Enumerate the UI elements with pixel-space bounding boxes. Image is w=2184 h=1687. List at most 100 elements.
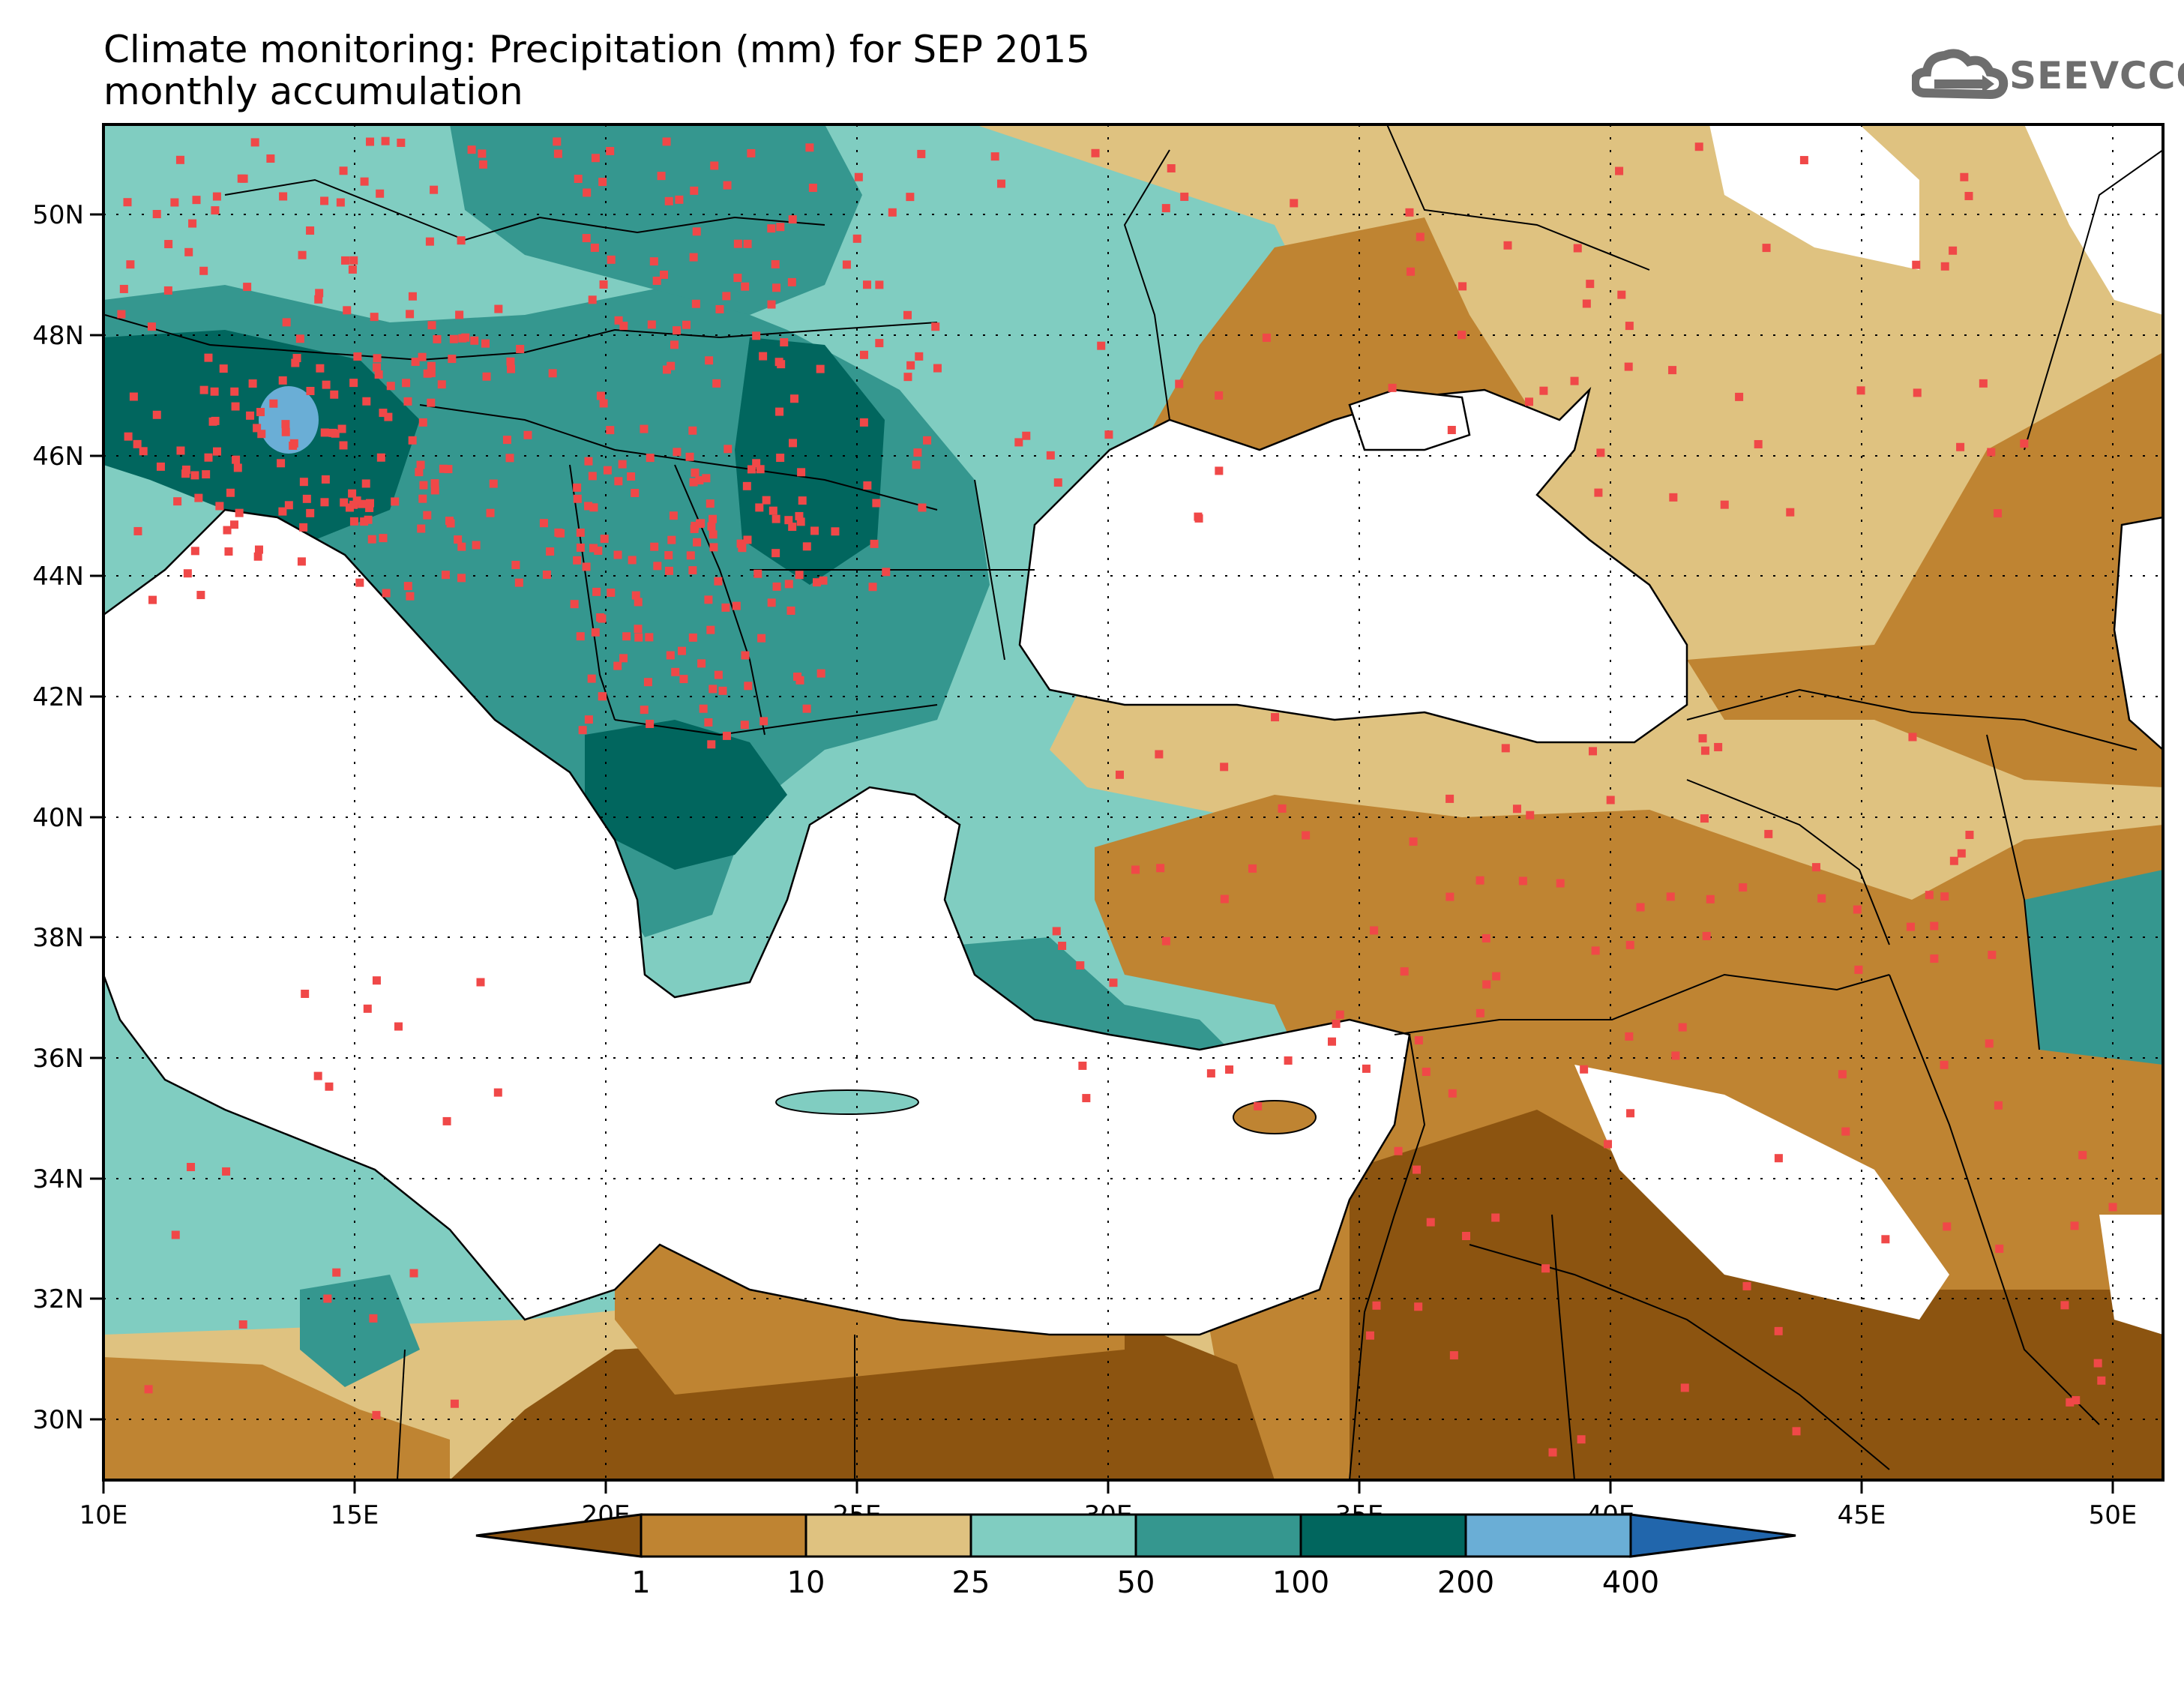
station-marker <box>478 160 487 169</box>
station-marker <box>592 587 601 596</box>
station-marker <box>574 174 583 183</box>
station-marker <box>320 196 329 205</box>
station-marker <box>704 595 713 604</box>
station-marker <box>697 519 706 528</box>
station-marker <box>603 466 612 475</box>
station-marker <box>859 418 868 427</box>
station-marker <box>664 551 673 560</box>
y-tick-label: 46N <box>32 442 84 472</box>
station-marker <box>1284 1056 1293 1065</box>
very-wet-region-macedonia <box>585 720 787 870</box>
station-marker <box>2078 1151 2087 1160</box>
station-marker <box>736 539 745 548</box>
station-marker <box>777 360 786 369</box>
station-marker <box>425 237 434 246</box>
station-marker <box>771 514 780 523</box>
station-marker <box>1109 978 1118 987</box>
station-marker <box>379 409 388 418</box>
station-marker <box>194 493 203 502</box>
station-marker <box>212 192 221 201</box>
station-marker <box>613 661 622 670</box>
station-marker <box>590 243 599 252</box>
station-marker <box>367 535 376 544</box>
station-marker <box>583 188 592 197</box>
station-marker <box>771 259 780 268</box>
station-marker <box>427 321 436 330</box>
station-marker <box>295 334 304 343</box>
station-marker <box>340 256 349 265</box>
station-marker <box>1856 386 1865 395</box>
station-marker <box>253 424 262 433</box>
station-marker <box>1625 1032 1634 1041</box>
station-marker <box>1180 192 1189 201</box>
country-borders <box>104 124 2163 1480</box>
station-marker <box>332 1268 341 1277</box>
station-marker <box>768 506 777 515</box>
station-marker <box>1407 267 1416 276</box>
station-marker <box>662 137 671 146</box>
station-marker <box>231 402 240 411</box>
cloud-icon <box>1912 49 2009 100</box>
station-marker <box>906 193 915 202</box>
y-tick-label: 48N <box>32 321 84 351</box>
station-marker <box>117 310 126 319</box>
station-marker <box>372 976 381 985</box>
station-marker <box>1739 883 1748 892</box>
station-marker <box>613 550 622 559</box>
station-marker <box>1115 770 1124 779</box>
station-marker <box>1957 849 1966 858</box>
y-tick-label: 30N <box>32 1405 84 1435</box>
station-marker <box>755 503 764 512</box>
station-marker <box>915 352 924 361</box>
station-marker <box>699 704 708 713</box>
station-marker <box>124 432 133 441</box>
station-marker <box>1960 172 1969 181</box>
station-marker <box>358 499 367 508</box>
station-marker <box>695 476 704 485</box>
station-marker <box>349 256 358 265</box>
station-marker <box>679 675 688 684</box>
station-marker <box>743 535 752 544</box>
colorbar-label: 10 <box>787 1566 825 1600</box>
station-marker <box>226 488 235 497</box>
station-marker <box>187 1163 196 1172</box>
station-marker <box>502 436 511 445</box>
station-marker <box>2072 1396 2081 1405</box>
station-marker <box>1698 734 1707 743</box>
station-markers <box>117 136 2117 1457</box>
station-marker <box>2093 1359 2102 1368</box>
station-marker <box>349 500 358 509</box>
station-marker <box>403 582 412 591</box>
station-marker <box>129 392 138 401</box>
station-marker <box>1409 837 1418 846</box>
station-marker <box>360 177 369 186</box>
station-marker <box>808 183 817 192</box>
station-marker <box>325 1082 334 1091</box>
station-marker <box>507 364 516 373</box>
station-marker <box>1220 763 1229 772</box>
station-marker <box>314 295 323 304</box>
station-marker <box>553 149 562 158</box>
station-marker <box>1335 1010 1344 1019</box>
station-marker <box>1606 796 1615 805</box>
station-marker <box>1626 1109 1635 1118</box>
station-marker <box>1161 936 1170 945</box>
station-marker <box>246 411 255 420</box>
station-marker <box>1503 241 1512 250</box>
logo-text: SEEVCCC <box>2009 54 2184 97</box>
station-marker <box>349 517 358 526</box>
station-marker <box>365 503 374 512</box>
station-marker <box>1906 922 1915 931</box>
station-marker <box>1076 961 1085 970</box>
station-marker <box>306 226 315 235</box>
station-marker <box>126 260 135 269</box>
station-marker <box>1881 1235 1890 1244</box>
station-marker <box>1586 280 1595 289</box>
station-marker <box>722 292 731 301</box>
station-marker <box>192 196 201 205</box>
station-marker <box>546 547 555 556</box>
y-tick-label: 32N <box>32 1284 84 1314</box>
station-marker <box>606 146 615 155</box>
station-marker <box>448 355 457 364</box>
